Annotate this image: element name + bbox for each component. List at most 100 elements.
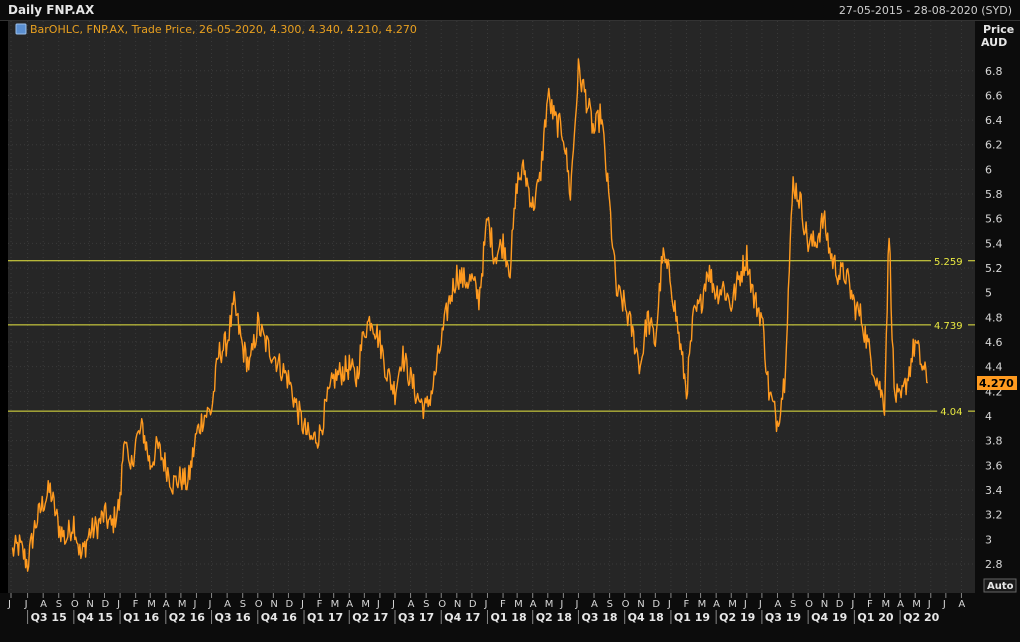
quarter-tick-label: Q4 15 xyxy=(77,611,113,624)
month-tick-label: M xyxy=(361,599,370,610)
series-legend: BarOHLC, FNP.AX, Trade Price, 26-05-2020… xyxy=(15,23,417,36)
quarter-tick-label: Q4 17 xyxy=(444,611,480,624)
month-tick-label: S xyxy=(423,599,429,610)
month-tick-label: S xyxy=(607,599,613,610)
month-tick-label: A xyxy=(774,599,781,610)
reference-line-label: 4.04 xyxy=(940,407,962,418)
month-tick-label: D xyxy=(101,599,109,610)
price-tick-label: 5.6 xyxy=(985,213,1003,226)
currency-label: AUD xyxy=(981,36,1007,49)
month-tick-label: J xyxy=(758,599,762,610)
month-tick-label: D xyxy=(285,599,293,610)
month-tick-label: N xyxy=(821,599,828,610)
month-tick-label: J xyxy=(927,599,931,610)
month-tick-label: M xyxy=(545,599,554,610)
quarter-tick-label: Q1 18 xyxy=(490,611,526,624)
month-tick-label: A xyxy=(591,599,598,610)
month-tick-label: O xyxy=(255,599,263,610)
price-axis-panel xyxy=(975,21,1020,593)
quarter-tick-label: Q2 19 xyxy=(719,611,755,624)
quarter-tick-label: Q2 17 xyxy=(352,611,388,624)
month-tick-label: F xyxy=(500,599,506,610)
price-tick-label: 6 xyxy=(985,163,992,176)
quarter-tick-label: Q4 16 xyxy=(261,611,297,624)
price-tick-label: 5.2 xyxy=(985,262,1003,275)
month-tick-label: M xyxy=(147,599,156,610)
month-tick-label: J xyxy=(192,599,196,610)
month-tick-label: O xyxy=(71,599,79,610)
month-tick-label: M xyxy=(178,599,187,610)
price-tick-label: 3.2 xyxy=(985,509,1003,522)
month-tick-label: J xyxy=(208,599,212,610)
month-tick-label: J xyxy=(483,599,487,610)
price-tick-label: 3.4 xyxy=(985,484,1003,497)
month-tick-label: N xyxy=(270,599,277,610)
legend-text: BarOHLC, FNP.AX, Trade Price, 26-05-2020… xyxy=(30,23,417,36)
month-tick-label: A xyxy=(958,599,965,610)
auto-button-label[interactable]: Auto xyxy=(987,581,1014,592)
month-tick-label: J xyxy=(376,599,380,610)
quarter-tick-label: Q1 17 xyxy=(307,611,343,624)
month-tick-label: J xyxy=(391,599,395,610)
price-tick-label: 6.4 xyxy=(985,114,1003,127)
month-tick-label: M xyxy=(331,599,340,610)
month-tick-label: D xyxy=(652,599,660,610)
month-tick-label: J xyxy=(24,599,28,610)
month-tick-label: M xyxy=(728,599,737,610)
price-tick-label: 3 xyxy=(985,533,992,546)
month-tick-label: S xyxy=(790,599,796,610)
chart-series-icon xyxy=(15,23,27,35)
price-tick-label: 4.8 xyxy=(985,311,1003,324)
grid-lines xyxy=(8,21,975,593)
month-tick-label: J xyxy=(743,599,747,610)
month-tick-label: A xyxy=(530,599,537,610)
month-tick-label: M xyxy=(514,599,523,610)
quarter-tick-label: Q1 19 xyxy=(674,611,710,624)
month-tick-label: J xyxy=(116,599,120,610)
month-tick-label: A xyxy=(897,599,904,610)
quarter-tick-label: Q3 17 xyxy=(398,611,434,624)
month-tick-label: N xyxy=(637,599,644,610)
reference-label-bg xyxy=(931,317,968,331)
price-axis-ticks: 2.833.23.43.63.844.24.44.64.855.25.45.65… xyxy=(985,65,1003,571)
price-tick-label: 2.8 xyxy=(985,558,1003,571)
quarter-tick-label: Q2 18 xyxy=(536,611,572,624)
chart-header: Daily FNP.AX 27-05-2015 - 28-08-2020 (SY… xyxy=(0,0,1020,21)
month-tick-label: J xyxy=(574,599,578,610)
month-tick-label: J xyxy=(850,599,854,610)
chart-title: Daily FNP.AX xyxy=(8,3,95,17)
price-axis-title: Price xyxy=(983,23,1014,36)
month-tick-label: J xyxy=(942,599,946,610)
month-tick-label: A xyxy=(40,599,47,610)
price-tick-label: 3.6 xyxy=(985,459,1003,472)
reference-label-bg xyxy=(931,253,968,267)
price-tick-label: 6.2 xyxy=(985,139,1003,152)
price-tick-label: 6.8 xyxy=(985,65,1003,78)
month-tick-label: O xyxy=(622,599,630,610)
quarter-tick-label: Q3 15 xyxy=(31,611,67,624)
month-tick-label: N xyxy=(86,599,93,610)
horizontal-lines: 5.259 4.739 4.04 xyxy=(8,253,975,418)
quarter-tick-label: Q4 18 xyxy=(628,611,664,624)
reference-line-label: 5.259 xyxy=(934,257,963,268)
month-tick-label: J xyxy=(667,599,671,610)
month-tick-label: J xyxy=(559,599,563,610)
price-tick-label: 4.4 xyxy=(985,361,1003,374)
quarter-tick-label: Q2 16 xyxy=(169,611,205,624)
month-tick-label: A xyxy=(713,599,720,610)
quarter-tick-label: Q1 20 xyxy=(857,611,893,624)
plot-area[interactable] xyxy=(8,21,975,593)
month-tick-label: F xyxy=(133,599,139,610)
month-tick-label: J xyxy=(300,599,304,610)
auto-button[interactable]: Auto xyxy=(983,578,1017,593)
month-tick-label: M xyxy=(882,599,891,610)
last-price-tag: 4.270 xyxy=(977,376,1017,390)
month-tick-label: J xyxy=(7,599,11,610)
price-tick-label: 5.8 xyxy=(985,188,1003,201)
month-tick-label: F xyxy=(867,599,873,610)
month-tick-label: D xyxy=(836,599,844,610)
quarter-tick-label: Q1 16 xyxy=(123,611,159,624)
month-tick-label: S xyxy=(56,599,62,610)
